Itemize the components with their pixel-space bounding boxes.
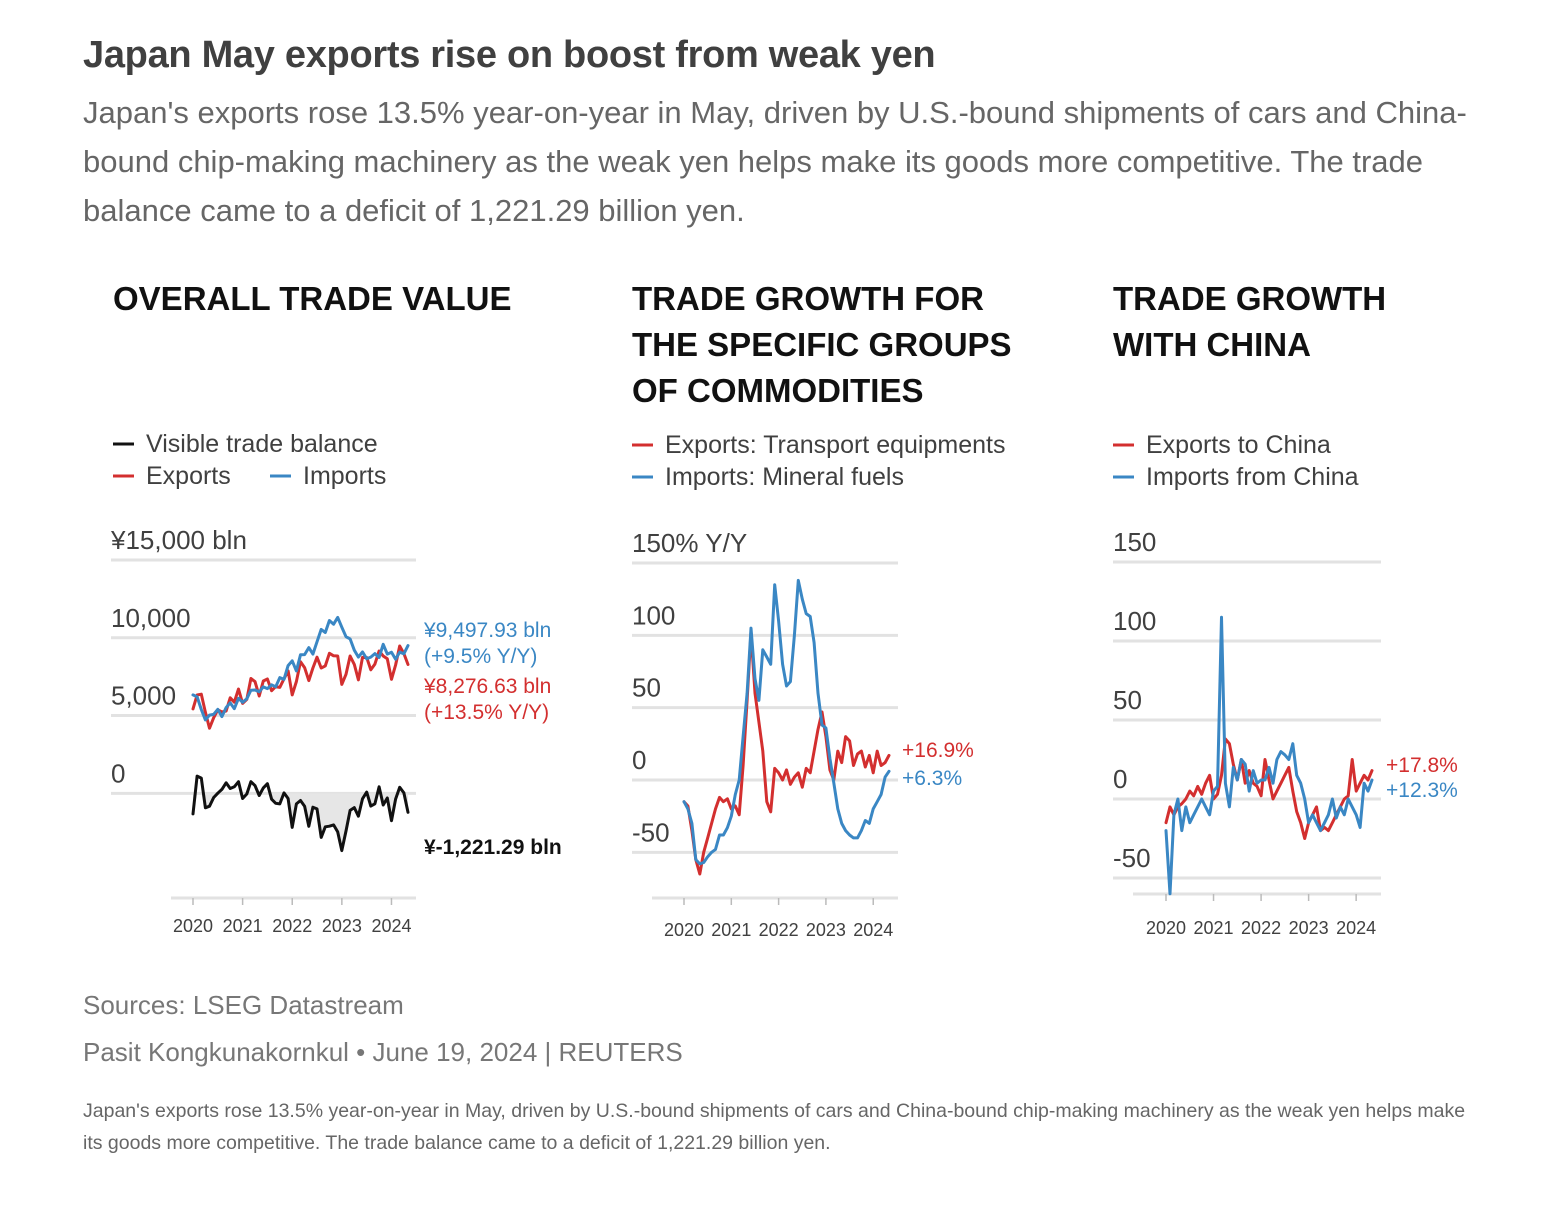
subheadline: Japan's exports rose 13.5% year-on-year …: [83, 95, 1467, 228]
x-tick-label-2022: 2022: [759, 920, 799, 940]
panel-title-line: TRADE GROWTH FOR: [632, 280, 984, 317]
y-tick-label: 5,000: [111, 681, 176, 711]
end-value-label: ¥-1,221.29 bln: [424, 836, 562, 859]
x-tick-label-2022: 2022: [1241, 918, 1281, 938]
panel-title-line: WITH CHINA: [1113, 326, 1311, 363]
headline: Japan May exports rise on boost from wea…: [83, 34, 936, 76]
legend-label-exports-to-china: Exports to China: [1146, 431, 1331, 459]
panel-commodity-growth: TRADE GROWTH FOR THE SPECIFIC GROUPS OF CO…: [632, 280, 1012, 940]
y-tick-label: 50: [1113, 685, 1142, 715]
x-tick-label-2023: 2023: [806, 920, 846, 940]
series-line-imports: [191, 615, 410, 722]
x-tick-label-2021: 2021: [1194, 918, 1234, 938]
x-tick-label-2024: 2024: [1336, 918, 1376, 938]
y-tick-label: 10,000: [111, 603, 191, 633]
x-tick-label-2024: 2024: [853, 920, 893, 940]
sources-note: Sources: LSEG Datastream: [83, 990, 404, 1020]
byline: Pasit Kongkunakornkul • June 19, 2024 | …: [83, 1037, 683, 1067]
x-tick-label-2024: 2024: [371, 916, 411, 936]
y-tick-label: 50: [632, 673, 661, 703]
panel-title-line: TRADE GROWTH: [1113, 280, 1386, 317]
y-tick-label: 150: [1113, 527, 1156, 557]
x-tick-label-2020: 2020: [173, 916, 213, 936]
end-value-label: ¥9,497.93 bln: [423, 619, 551, 642]
panel-china-growth: TRADE GROWTH WITH CHINA Exports to China Im…: [1113, 280, 1458, 938]
y-tick-label: 100: [632, 600, 675, 630]
panel-title-line: THE SPECIFIC GROUPS: [632, 326, 1012, 363]
end-value-label: +6.3%: [902, 767, 962, 790]
y-tick-label: -50: [632, 817, 670, 847]
panel-title-line: OVERALL TRADE VALUE: [113, 280, 511, 317]
end-value-label: (+9.5% Y/Y): [424, 645, 537, 668]
series-line-exports-to-china: [1164, 737, 1374, 840]
end-value-label: +16.9%: [902, 739, 974, 762]
caption: Japan's exports rose 13.5% year-on-year …: [83, 1100, 1466, 1154]
y-tick-label: -50: [1113, 843, 1151, 873]
legend-label-visible-trade-balance: Visible trade balance: [146, 430, 378, 458]
x-tick-label-2020: 2020: [1146, 918, 1186, 938]
series-line-imports-from-china: [1164, 615, 1374, 896]
legend-label-exports-transport-equipments: Exports: Transport equipments: [665, 431, 1005, 459]
x-tick-label-2022: 2022: [272, 916, 312, 936]
panel-title-line: OF COMMODITIES: [632, 372, 924, 409]
legend-label-imports: Imports: [303, 462, 386, 490]
series-line-exports-transport-equipments: [682, 630, 891, 876]
end-value-label: +17.8%: [1386, 754, 1458, 777]
end-value-label: (+13.5% Y/Y): [424, 701, 549, 724]
x-tick-label-2021: 2021: [223, 916, 263, 936]
legend-label-imports-from-china: Imports from China: [1146, 463, 1359, 491]
x-tick-label-2020: 2020: [664, 920, 704, 940]
series-line-imports-mineral-fuels: [682, 578, 891, 866]
charts-canvas: OVERALL TRADE VALUE Visible trade balance…: [110, 280, 1458, 940]
x-tick-label-2023: 2023: [1289, 918, 1329, 938]
y-tick-label: 150% Y/Y: [632, 528, 747, 558]
series-line-visible-trade-balance: [191, 774, 410, 853]
end-value-label: ¥8,276.63 bln: [423, 675, 551, 698]
y-tick-label: 0: [632, 745, 646, 775]
y-tick-label: 0: [1113, 764, 1127, 794]
y-tick-label: ¥15,000 bln: [110, 525, 247, 555]
legend-label-exports: Exports: [146, 462, 231, 490]
panel-overall-trade-value: OVERALL TRADE VALUE Visible trade balance…: [110, 280, 562, 936]
y-tick-label: 100: [1113, 606, 1156, 636]
x-tick-label-2023: 2023: [322, 916, 362, 936]
y-tick-label: 0: [111, 758, 125, 788]
end-value-label: +12.3%: [1386, 779, 1458, 802]
legend-label-imports-mineral-fuels: Imports: Mineral fuels: [665, 463, 904, 491]
x-tick-label-2021: 2021: [711, 920, 751, 940]
